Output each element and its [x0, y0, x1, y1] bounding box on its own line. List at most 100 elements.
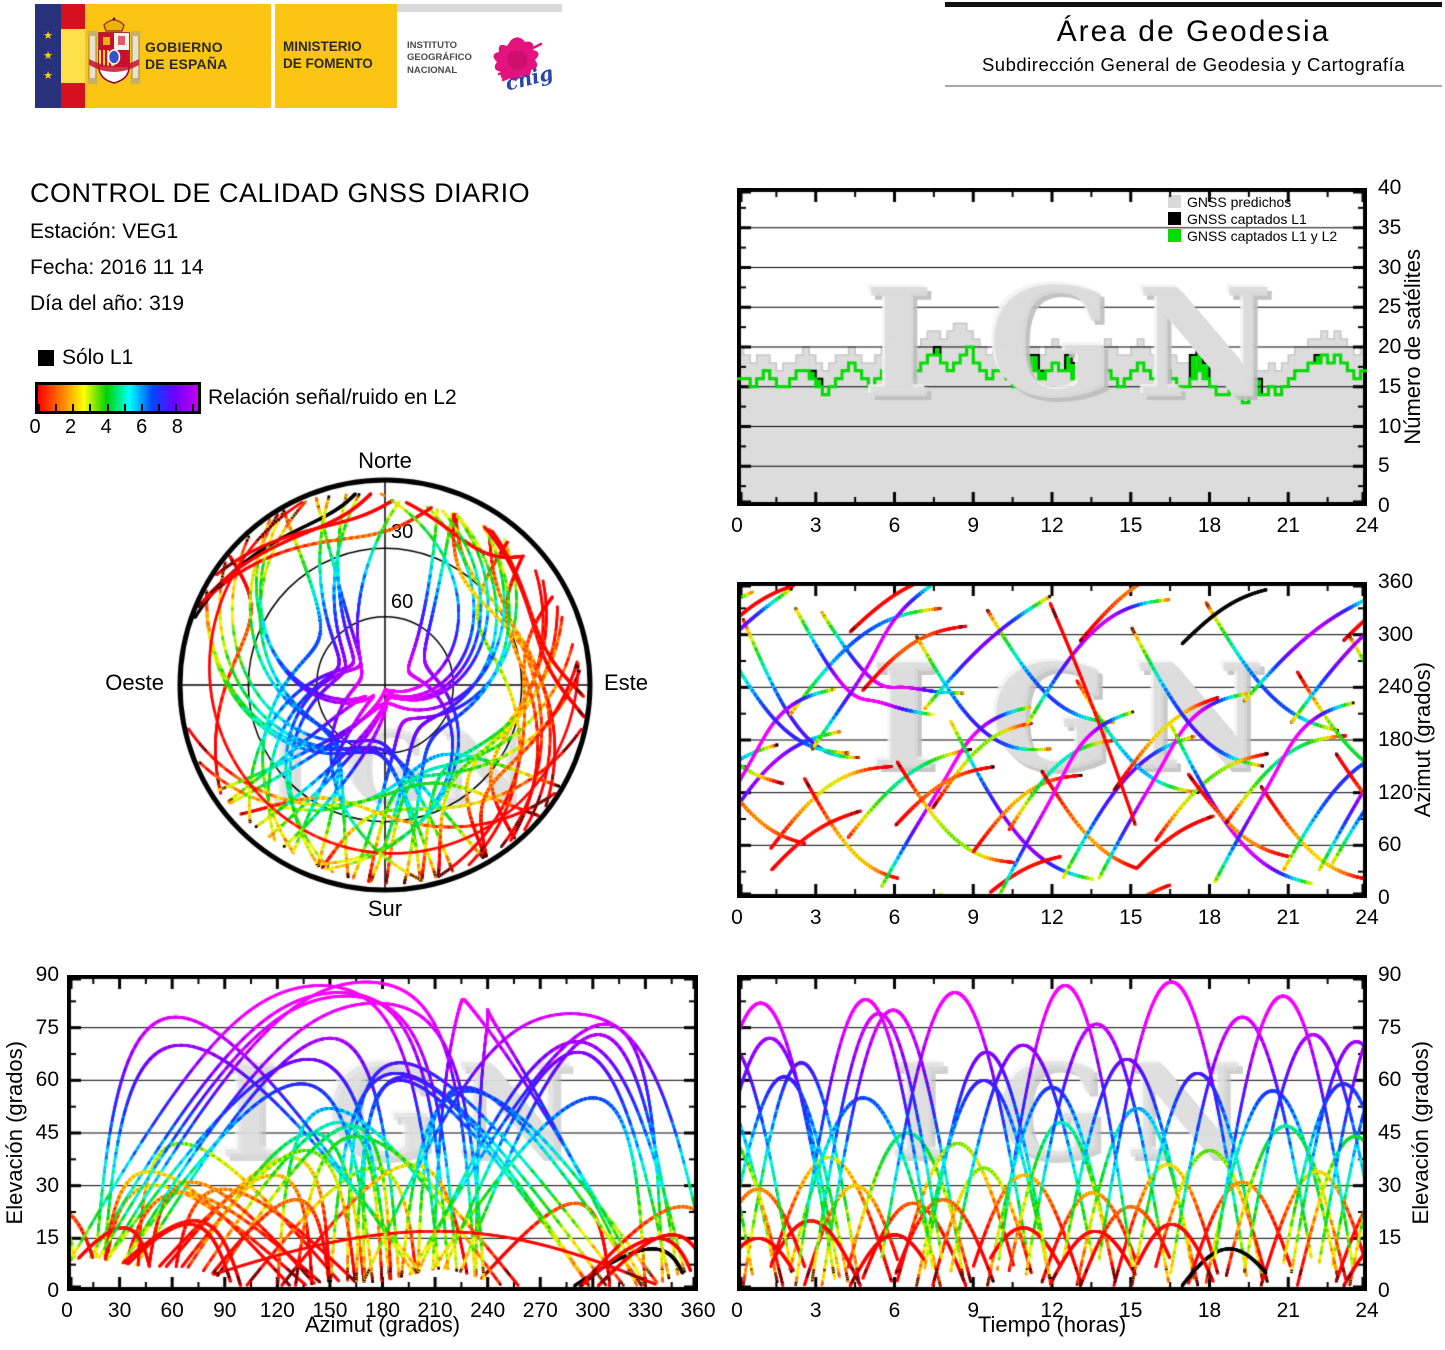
cnig-logo-icon [493, 37, 543, 82]
spain-flag-strip [61, 4, 85, 108]
tick-label: 21 [1276, 906, 1300, 929]
eu-star-icon: ★ [43, 29, 53, 42]
tick-label: 270 [522, 1299, 558, 1322]
tick-label: 300 [575, 1299, 611, 1322]
snr-colorbar [35, 382, 201, 414]
station-line: Estación: VEG1 [30, 220, 179, 243]
tick-label: 30 [35, 1173, 59, 1197]
area-subtitle: Subdirección General de Geodesia y Carto… [981, 54, 1406, 75]
tick-label: 12 [1040, 1299, 1064, 1322]
date-line: Fecha: 2016 11 14 [30, 256, 204, 279]
satellite-count-chart [737, 188, 1367, 506]
tick-label: 10 [1378, 414, 1402, 438]
tick-label: 0 [731, 906, 743, 929]
tick-label: 6 [888, 906, 901, 929]
eu-flag-strip: ★ ★ ★ [35, 4, 61, 108]
header-rule-top [945, 2, 1442, 7]
tick-label: 330 [627, 1299, 663, 1322]
tick-label: 6 [888, 1299, 901, 1322]
nsat-y-axis-title: Número de satélites [1400, 249, 1425, 445]
tick-label: 15 [1119, 1299, 1143, 1322]
elevation-time-chart [737, 975, 1367, 1291]
solo-l1-legend: Sólo L1 [38, 346, 133, 370]
azimut-y-axis-title: Azimut (grados) [1410, 662, 1435, 818]
tick-label: 20 [1378, 335, 1402, 358]
tick-label: 60 [160, 1299, 184, 1322]
tick-label: 18 [1197, 1299, 1222, 1322]
tick-label: 21 [1276, 1299, 1300, 1322]
colorbar-minor-tick [89, 404, 92, 411]
tick-label: 15 [1378, 1226, 1402, 1250]
colorbar-tick: 8 [171, 416, 183, 438]
colorbar-minor-tick [55, 404, 58, 411]
tick-label: 25 [1378, 295, 1402, 319]
ministerio-label: MINISTERIO DE FOMENTO [283, 39, 373, 71]
tick-label: 12 [1040, 514, 1064, 537]
tick-label: 15 [1119, 514, 1143, 537]
tick-label: 180 [364, 1299, 401, 1322]
elev-az-x-axis-title: Azimut (grados) [304, 1312, 461, 1337]
spain-coat-of-arms-icon [85, 4, 143, 108]
colorbar-minor-tick [192, 404, 195, 411]
tick-label: 0 [731, 514, 743, 537]
tick-label: 240 [1378, 675, 1414, 699]
tick-label: 3 [809, 514, 822, 537]
sky-label-south: Sur [367, 896, 403, 921]
tick-label: 75 [35, 1015, 59, 1039]
tick-label: 240 [470, 1299, 506, 1322]
tick-label: 0 [1378, 1279, 1390, 1302]
tick-label: 21 [1276, 514, 1300, 537]
tick-label: 30 [1378, 1173, 1402, 1197]
report-title: CONTROL DE CALIDAD GNSS DIARIO [30, 178, 531, 208]
tick-label: 300 [1378, 622, 1414, 646]
azimuth-time-chart [737, 582, 1367, 898]
area-geodesia-header: Área de Geodesia Subdirección General de… [945, 2, 1442, 87]
colorbar-minor-tick [38, 404, 40, 411]
colorbar-tick: 0 [29, 416, 41, 438]
tick-label: 0 [61, 1299, 73, 1322]
sky-plot [172, 472, 598, 898]
sky-label-west: Oeste [105, 670, 164, 695]
eu-star-icon: ★ [43, 69, 53, 82]
tick-label: 30 [107, 1299, 132, 1322]
tick-label: 15 [1119, 906, 1143, 929]
tick-label: 120 [259, 1299, 295, 1322]
colorbar-minor-tick [158, 404, 161, 411]
tick-label: 24 [1355, 1299, 1379, 1322]
elev-time-x-axis-title: Tiempo (horas) [977, 1312, 1127, 1337]
gov-banner: ★ ★ ★ [35, 4, 397, 108]
tick-label: 60 [35, 1068, 59, 1092]
colorbar-minor-tick [123, 404, 126, 411]
tick-label: 15 [1378, 374, 1402, 398]
gobierno-label: GOBIERNO DE ESPAÑA [145, 39, 228, 72]
tick-label: 15 [35, 1226, 59, 1250]
tick-label: 0 [1378, 494, 1390, 517]
elev-time-y-axis-title: Elevación (grados) [1408, 1041, 1433, 1225]
sky-label-north: Norte [358, 448, 412, 473]
tick-label: 35 [1378, 215, 1402, 239]
sky-label-east: Este [604, 670, 649, 695]
tick-label: 60 [1378, 1068, 1402, 1092]
tick-label: 3 [809, 1299, 822, 1322]
tick-label: 40 [1378, 176, 1402, 199]
tick-label: 120 [1378, 780, 1414, 804]
snr-colorbar-ticks: 0 2 4 6 8 [29, 416, 201, 438]
elevation-azimuth-chart [67, 975, 698, 1291]
tick-label: 90 [213, 1299, 237, 1322]
ign-cnig-block: INSTITUTO GEOGRÁFICO NACIONAL cnig [397, 4, 562, 114]
doy-line: Día del año: 319 [30, 292, 185, 315]
colorbar-minor-tick [72, 404, 75, 411]
solo-l1-label: Sólo L1 [62, 346, 134, 369]
tick-label: 9 [967, 906, 980, 929]
header-rule-bottom [945, 85, 1442, 87]
colorbar-minor-tick [140, 404, 143, 411]
tick-label: 0 [1378, 886, 1390, 909]
eu-star-icon: ★ [43, 49, 53, 62]
tick-label: 18 [1197, 514, 1222, 537]
tick-label: 5 [1378, 454, 1390, 478]
tick-label: 360 [680, 1299, 716, 1322]
tick-label: 90 [1378, 963, 1402, 986]
colorbar-minor-tick [106, 404, 109, 411]
tick-label: 3 [809, 906, 822, 929]
